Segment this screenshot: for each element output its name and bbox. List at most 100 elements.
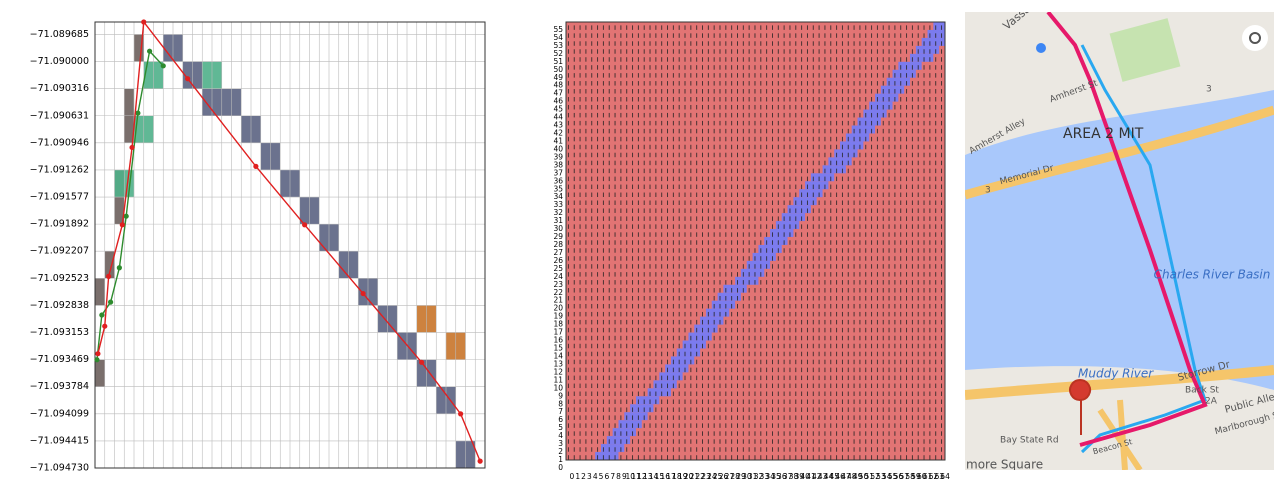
x-tick-label: 4 [593, 472, 598, 481]
y-tick-label: −71.092838 [30, 300, 89, 311]
path-point [102, 324, 107, 329]
y-tick-label: 49 [553, 73, 563, 82]
water-label: Muddy River [1078, 367, 1154, 381]
y-tick-label: −71.093153 [30, 327, 89, 338]
y-tick-label: 22 [553, 288, 563, 297]
y-tick-label: 1 [558, 455, 563, 464]
y-tick-label: 52 [553, 49, 563, 58]
y-tick-label: −71.091577 [30, 192, 89, 203]
y-tick-label: 51 [553, 57, 563, 66]
path-point [478, 459, 483, 464]
y-tick-label: −71.090631 [30, 110, 89, 121]
y-tick-label: 40 [553, 144, 563, 153]
y-tick-label: 54 [553, 33, 563, 42]
y-tick-label: 31 [553, 216, 563, 225]
y-tick-label: −71.092207 [30, 246, 89, 257]
y-tick-label: 30 [553, 224, 563, 233]
route-shield: 3 [985, 186, 991, 196]
x-tick-label: 1 [575, 472, 580, 481]
y-tick-label: 24 [553, 272, 563, 281]
y-tick-label: 46 [553, 97, 563, 106]
y-tick-label: 44 [553, 113, 563, 122]
y-tick-label: 36 [553, 176, 563, 185]
y-tick-label: 5 [558, 423, 563, 432]
screenshot: −71.089685−71.090000−71.090316−71.090631… [0, 0, 1274, 496]
y-tick-label: 55 [553, 25, 563, 34]
route-shield: 3 [1206, 85, 1212, 95]
y-tick-label: 45 [553, 105, 563, 114]
y-tick-label: 9 [558, 391, 563, 400]
cell [95, 360, 105, 387]
y-tick-label: 7 [558, 407, 563, 416]
y-tick-label: −71.093469 [30, 354, 89, 365]
path-chart: −71.089685−71.090000−71.090316−71.090631… [30, 19, 485, 473]
y-tick-label: 23 [553, 280, 563, 289]
y-tick-label: 3 [558, 439, 563, 448]
place-label: more Square [966, 458, 1043, 472]
y-tick-label: 16 [553, 336, 563, 345]
x-tick-label: 7 [610, 472, 615, 481]
path-point [185, 76, 190, 81]
y-tick-label: 37 [553, 168, 563, 177]
y-tick-label: −71.094415 [30, 435, 89, 446]
path-point [117, 265, 122, 270]
path-point [129, 145, 134, 150]
x-tick-label: 0 [570, 472, 575, 481]
y-tick-label: 19 [553, 312, 563, 321]
path-point [106, 274, 111, 279]
y-tick-label: 34 [553, 192, 563, 201]
y-tick-label: −71.092523 [30, 273, 89, 284]
dash-overlay [566, 22, 945, 460]
y-tick-label: 33 [553, 200, 563, 209]
street-label: Bay State Rd [1000, 436, 1059, 446]
x-tick-label: 2 [581, 472, 586, 481]
y-tick-label: 27 [553, 248, 563, 257]
y-tick-label: −71.090316 [30, 83, 89, 94]
y-tick-label: 29 [553, 232, 563, 241]
y-tick-label: 13 [553, 359, 563, 368]
path-point [161, 63, 166, 68]
route-shield: 2A [1205, 397, 1218, 407]
y-tick-label: 53 [553, 41, 563, 50]
y-tick-label: 2 [558, 447, 563, 456]
y-tick-label: 15 [553, 344, 563, 353]
locate-button[interactable] [1242, 25, 1268, 51]
band-chart: 0123456789101112131415161718192021222324… [553, 22, 950, 481]
y-tick-label: −71.093784 [30, 381, 89, 392]
path-point [361, 291, 366, 296]
y-tick-label: 0 [558, 463, 563, 472]
y-tick-label: 10 [553, 383, 563, 392]
street-label: Back St [1185, 386, 1219, 396]
y-tick-label: −71.091262 [30, 164, 89, 175]
x-tick-label: 3 [587, 472, 592, 481]
y-tick-label: 25 [553, 264, 563, 273]
path-point [108, 300, 113, 305]
y-tick-label: 6 [558, 415, 563, 424]
path-point [253, 164, 258, 169]
y-tick-label: 26 [553, 256, 563, 265]
y-tick-label: 47 [553, 89, 563, 98]
location-dot [1036, 43, 1046, 53]
map: Vassar St Amherst St AREA 2 MIT Amherst … [965, 0, 1274, 471]
path-point [458, 411, 463, 416]
y-tick-label: 12 [553, 367, 563, 376]
y-tick-label: 20 [553, 304, 563, 313]
path-point [95, 351, 100, 356]
cell [124, 89, 134, 116]
y-tick-label: 32 [553, 208, 563, 217]
y-tick-label: 18 [553, 320, 563, 329]
path-point [419, 360, 424, 365]
path-point [99, 312, 104, 317]
x-tick-label: 8 [616, 472, 621, 481]
path-point [302, 222, 307, 227]
x-tick-label: 5 [599, 472, 604, 481]
y-tick-label: −71.091892 [30, 219, 89, 230]
y-tick-label: 4 [558, 431, 563, 440]
y-tick-label: −71.089685 [30, 29, 89, 40]
water-label: Charles River Basin [1154, 268, 1271, 282]
path-point [141, 19, 146, 24]
y-tick-label: 14 [553, 351, 563, 360]
path-point [120, 222, 125, 227]
x-tick-label: 6 [605, 472, 610, 481]
y-tick-label: −71.094099 [30, 408, 89, 419]
